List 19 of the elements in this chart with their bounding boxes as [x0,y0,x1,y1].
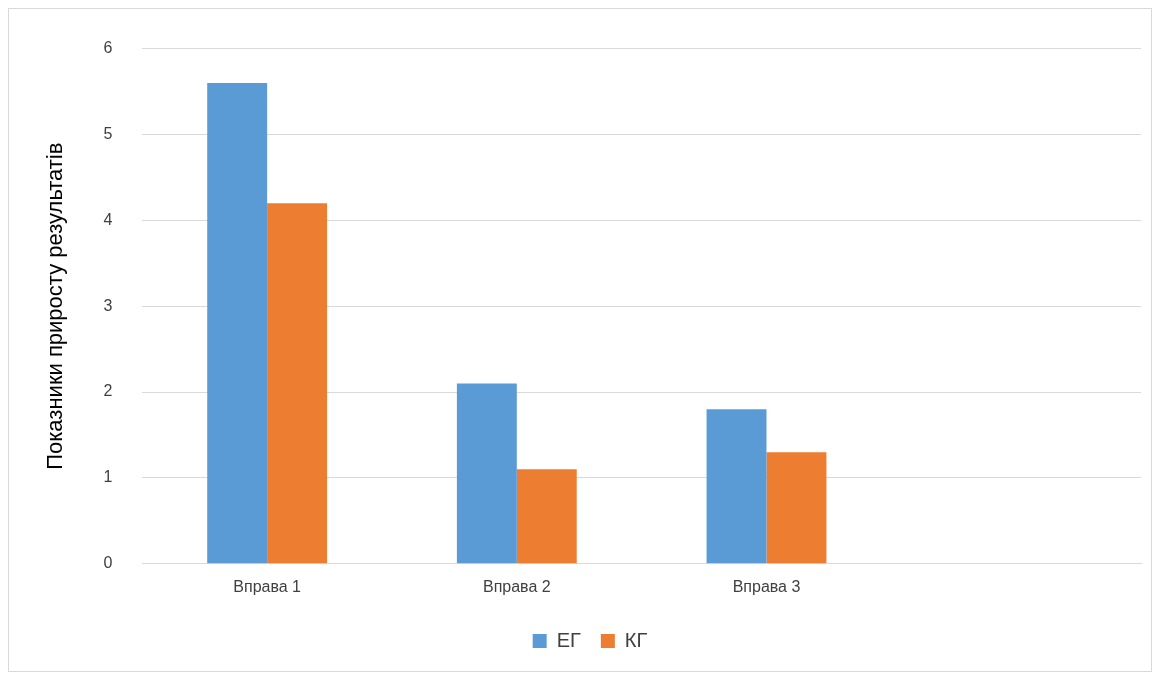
y-tick-label: 6 [103,39,113,57]
bar [267,203,328,564]
y-tick-label: 1 [103,468,113,486]
x-tick-label: Вправа 1 [233,577,302,595]
x-tick-label: Вправа 3 [732,577,801,595]
legend-label: КГ [624,628,648,651]
bar [766,452,827,564]
bar [207,82,268,564]
x-tick-label: Вправа 2 [482,577,551,595]
legend-label: ЕГ [556,628,582,651]
bar [456,383,517,564]
y-tick-label: 4 [103,210,113,228]
y-tick-label: 3 [103,296,113,314]
y-tick-label: 0 [103,554,113,572]
y-tick-label: 2 [103,382,113,400]
bar [516,469,577,564]
y-tick-label: 5 [103,124,113,142]
bar [706,409,767,564]
y-axis-title: Показники приросту результатів [42,142,68,470]
